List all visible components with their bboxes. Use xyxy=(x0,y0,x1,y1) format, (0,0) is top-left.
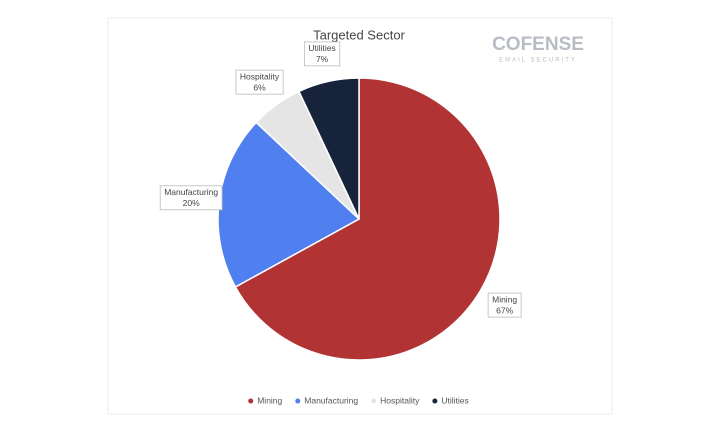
label-name: Mining xyxy=(492,294,517,304)
logo-name: COFENSE xyxy=(492,34,584,55)
legend-item: Manufacturing xyxy=(295,395,358,405)
label-box xyxy=(159,185,223,211)
label-box xyxy=(487,292,522,318)
legend-item: Mining xyxy=(248,395,283,405)
label-value: 7% xyxy=(316,54,329,64)
legend-swatch xyxy=(248,398,254,404)
chart-title: Targeted Sector xyxy=(313,27,405,42)
label-name: Manufacturing xyxy=(164,187,218,197)
label-box xyxy=(303,41,341,67)
legend-item: Utilities xyxy=(432,395,469,405)
legend-swatch xyxy=(295,398,301,404)
label-value: 20% xyxy=(183,198,200,208)
label-value: 6% xyxy=(253,82,266,92)
legend-label: Mining xyxy=(257,395,282,405)
label-name: Utilities xyxy=(308,43,335,53)
legend-label: Manufacturing xyxy=(304,395,358,405)
pie-slice xyxy=(234,77,501,361)
legend-label: Utilities xyxy=(441,395,468,405)
label-box xyxy=(235,69,284,95)
legend-swatch xyxy=(371,398,377,404)
legend-item: Hospitality xyxy=(371,395,420,405)
label-name: Hospitality xyxy=(240,71,280,81)
label-value: 67% xyxy=(496,305,513,315)
legend-swatch xyxy=(432,398,438,404)
logo-tagline: EMAIL SECURITY xyxy=(499,58,577,64)
legend-label: Hospitality xyxy=(380,395,420,405)
pie-slice xyxy=(297,77,360,220)
